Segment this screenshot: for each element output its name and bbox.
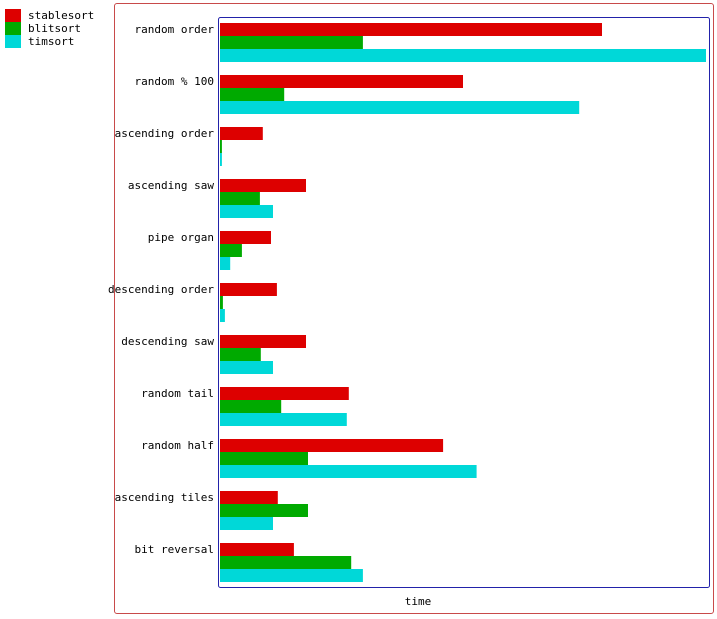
bar-stablesort <box>220 23 602 36</box>
bar-timsort <box>220 413 347 426</box>
category-label: random % 100 <box>135 75 214 88</box>
bar-blitsort <box>220 400 281 413</box>
bar-blitsort <box>220 244 242 257</box>
bar-blitsort <box>220 296 223 309</box>
category-label: ascending saw <box>128 179 214 192</box>
bar-stablesort <box>220 231 271 244</box>
bar-blitsort <box>220 140 222 153</box>
bar-blitsort <box>220 504 308 517</box>
bars-layer <box>220 23 706 582</box>
bar-stablesort <box>220 283 277 296</box>
bar-stablesort <box>220 439 443 452</box>
x-axis-label: time <box>405 595 432 608</box>
bar-blitsort <box>220 88 284 101</box>
bar-stablesort <box>220 491 278 504</box>
bar-timsort <box>220 153 222 166</box>
category-labels: random order random % 100 ascending order a… <box>108 23 214 556</box>
category-label: ascending order <box>115 127 215 140</box>
category-label: descending order <box>108 283 214 296</box>
bar-timsort <box>220 101 579 114</box>
category-label: descending saw <box>121 335 214 348</box>
bar-blitsort <box>220 556 351 569</box>
bar-stablesort <box>220 179 306 192</box>
bar-timsort <box>220 205 273 218</box>
bar-timsort <box>220 517 273 530</box>
category-label: random half <box>141 439 214 452</box>
bar-stablesort <box>220 127 263 140</box>
bar-timsort <box>220 49 706 62</box>
bar-blitsort <box>220 348 261 361</box>
bar-stablesort <box>220 75 463 88</box>
chart-stage: stablesort blitsort timsort random order… <box>0 0 717 619</box>
bar-stablesort <box>220 387 349 400</box>
bar-stablesort <box>220 543 294 556</box>
bar-blitsort <box>220 452 308 465</box>
bar-timsort <box>220 465 477 478</box>
category-label: bit reversal <box>135 543 214 556</box>
bar-blitsort <box>220 36 363 49</box>
bar-timsort <box>220 361 273 374</box>
category-label: ascending tiles <box>115 491 214 504</box>
bar-blitsort <box>220 192 260 205</box>
bar-timsort <box>220 569 363 582</box>
category-label: random order <box>135 23 215 36</box>
category-label: random tail <box>141 387 214 400</box>
bar-timsort <box>220 309 225 322</box>
bar-timsort <box>220 257 230 270</box>
bar-stablesort <box>220 335 306 348</box>
bar-chart: random order random % 100 ascending order a… <box>0 0 717 619</box>
category-label: pipe organ <box>148 231 214 244</box>
